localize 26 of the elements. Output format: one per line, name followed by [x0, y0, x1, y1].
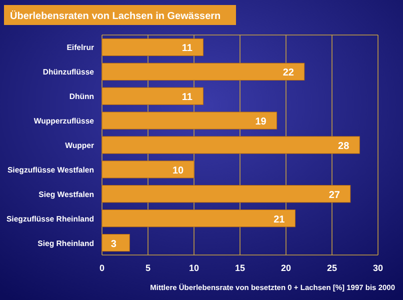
bar — [102, 38, 204, 56]
x-tick-label: 10 — [188, 263, 200, 273]
bar — [102, 185, 351, 203]
x-tick-label: 30 — [372, 263, 384, 273]
bar — [102, 87, 204, 105]
data-label: 11 — [182, 43, 193, 54]
bar — [102, 62, 305, 80]
data-label: 27 — [328, 190, 340, 201]
x-tick-label: 20 — [280, 263, 292, 273]
x-tick-label: 0 — [99, 263, 105, 273]
data-label: 28 — [338, 141, 350, 152]
x-tick-label: 5 — [145, 263, 151, 273]
chart-title: Überlebensraten von Lachsen in Gewässern — [10, 10, 221, 22]
x-tick-label: 25 — [326, 263, 338, 273]
bar — [102, 160, 194, 178]
data-label: 10 — [172, 165, 184, 176]
data-label: 21 — [274, 214, 286, 226]
x-tick-label: 15 — [234, 263, 246, 273]
data-label: 19 — [255, 116, 267, 128]
bar — [102, 234, 130, 252]
data-label: 22 — [282, 68, 294, 79]
data-label: 3 — [110, 238, 117, 250]
data-label: 11 — [182, 92, 193, 104]
bar — [102, 112, 278, 130]
bar — [102, 136, 360, 154]
bar — [102, 210, 296, 228]
